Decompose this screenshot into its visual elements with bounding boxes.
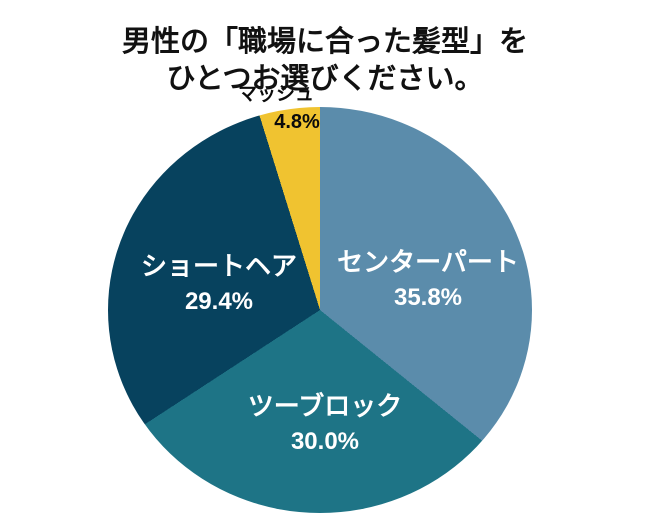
slice-label-mash: マッシュ <box>237 84 315 105</box>
slice-label-center-part: センターパート <box>337 247 519 277</box>
slice-callout-center-part: センターパート 35.8% <box>337 246 519 318</box>
slice-value-center-part: 35.8% <box>393 284 463 311</box>
slice-callout-two-block: ツーブロック 30.0% <box>248 390 402 462</box>
slice-value-mash: 4.8% <box>274 111 320 133</box>
slice-value-short-hair: 29.4% <box>184 288 254 315</box>
slice-label-short-hair: ショートヘア <box>140 251 298 281</box>
slice-value-two-block: 30.0% <box>290 428 360 455</box>
pie-chart <box>108 107 532 513</box>
slice-callout-short-hair: ショートヘア 29.4% <box>141 250 297 322</box>
chart-title: 男性の「職場に合った髪型」を ひとつお選びください。 <box>121 26 528 96</box>
slice-label-two-block: ツーブロック <box>247 391 403 421</box>
